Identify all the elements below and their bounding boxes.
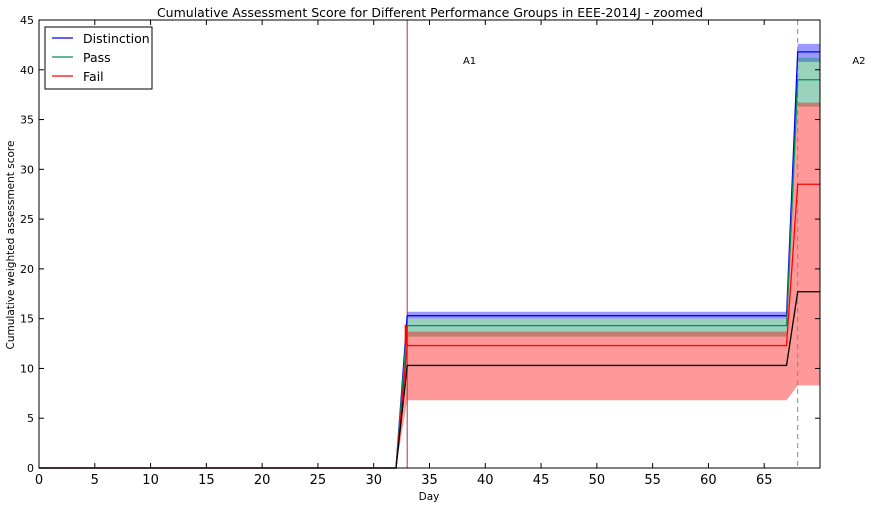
confidence-bands xyxy=(39,43,820,469)
fail-band xyxy=(39,102,820,469)
pass-band xyxy=(39,57,820,468)
assessment-label-a1: A1 xyxy=(463,56,476,67)
x-tick-label: 30 xyxy=(365,473,382,488)
y-tick-label: 25 xyxy=(20,213,34,226)
x-tick-label: 10 xyxy=(142,473,159,488)
y-tick-label: 35 xyxy=(20,114,34,127)
chart-title: Cumulative Assessment Score for Differen… xyxy=(157,5,703,20)
x-tick-label: 55 xyxy=(644,473,661,488)
x-axis-ticks: 0 5 10 15 20 25 30 35 40 45 50 55 60 65 xyxy=(35,20,773,488)
y-axis-label: Cumulative weighted assessment score xyxy=(5,141,17,350)
assessment-labels: A1 A2 xyxy=(463,56,866,67)
legend-box xyxy=(44,26,153,90)
plot-frame xyxy=(38,19,821,469)
y-tick-label: 5 xyxy=(27,412,34,425)
legend: Distinction Pass Fail xyxy=(44,26,153,90)
series-lines xyxy=(39,51,820,469)
x-tick-label: 35 xyxy=(421,473,438,488)
x-tick-label: 0 xyxy=(35,473,43,488)
y-tick-label: 0 xyxy=(27,462,34,475)
assessment-lines xyxy=(406,20,799,468)
x-tick-label: 60 xyxy=(700,473,717,488)
y-tick-label: 20 xyxy=(20,263,34,276)
legend-label-pass: Pass xyxy=(83,50,111,65)
x-tick-label: 45 xyxy=(533,473,550,488)
y-axis-ticks: 0 5 10 15 20 25 30 35 40 45 xyxy=(20,14,820,475)
legend-label-distinction: Distinction xyxy=(83,31,150,46)
x-tick-label: 65 xyxy=(756,473,773,488)
x-tick-label: 40 xyxy=(477,473,494,488)
y-tick-label: 10 xyxy=(20,362,34,375)
distinction-line xyxy=(39,51,820,469)
y-tick-label: 30 xyxy=(20,163,34,176)
assessment-label-a2: A2 xyxy=(852,56,865,67)
x-tick-label: 5 xyxy=(91,473,99,488)
y-tick-label: 40 xyxy=(20,64,34,77)
x-tick-label: 25 xyxy=(310,473,327,488)
y-tick-label: 45 xyxy=(20,14,34,27)
x-axis-label: Day xyxy=(419,491,440,503)
x-tick-label: 50 xyxy=(589,473,606,488)
legend-label-fail: Fail xyxy=(83,69,104,84)
distinction-band xyxy=(39,43,820,468)
x-tick-label: 15 xyxy=(198,473,215,488)
y-tick-label: 15 xyxy=(20,313,34,326)
x-tick-label: 20 xyxy=(254,473,271,488)
pass-line xyxy=(39,79,820,469)
